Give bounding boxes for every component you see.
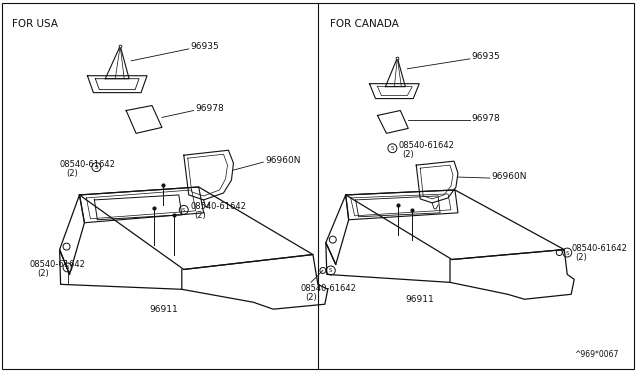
Text: S: S [95, 165, 98, 170]
Text: 08540-61642: 08540-61642 [398, 141, 454, 150]
Text: 08540-61642: 08540-61642 [572, 244, 627, 253]
Text: 96960N: 96960N [492, 171, 527, 180]
Text: (2): (2) [305, 293, 317, 302]
Text: (2): (2) [195, 211, 207, 220]
Text: (2): (2) [403, 150, 414, 159]
Text: 96911: 96911 [406, 295, 435, 304]
Text: FOR USA: FOR USA [12, 19, 58, 29]
Text: 96960N: 96960N [265, 155, 301, 165]
Text: 96935: 96935 [472, 52, 500, 61]
Text: 08540-61642: 08540-61642 [30, 260, 86, 269]
Text: (2): (2) [67, 169, 78, 177]
Text: S: S [390, 146, 394, 151]
Text: S: S [66, 266, 69, 270]
Text: ^969*0067: ^969*0067 [574, 350, 618, 359]
Text: 08540-61642: 08540-61642 [191, 202, 246, 211]
Text: 96911: 96911 [150, 305, 179, 314]
Text: S: S [182, 208, 186, 213]
Text: 08540-61642: 08540-61642 [60, 160, 115, 169]
Text: FOR CANADA: FOR CANADA [330, 19, 399, 29]
Text: S: S [566, 251, 569, 256]
Text: (2): (2) [38, 269, 49, 278]
Text: 96935: 96935 [191, 42, 220, 51]
Text: 96978: 96978 [472, 114, 500, 123]
Text: (2): (2) [575, 253, 587, 262]
Text: 96978: 96978 [196, 104, 225, 113]
Text: S: S [329, 269, 333, 273]
Text: 08540-61642: 08540-61642 [301, 284, 357, 294]
